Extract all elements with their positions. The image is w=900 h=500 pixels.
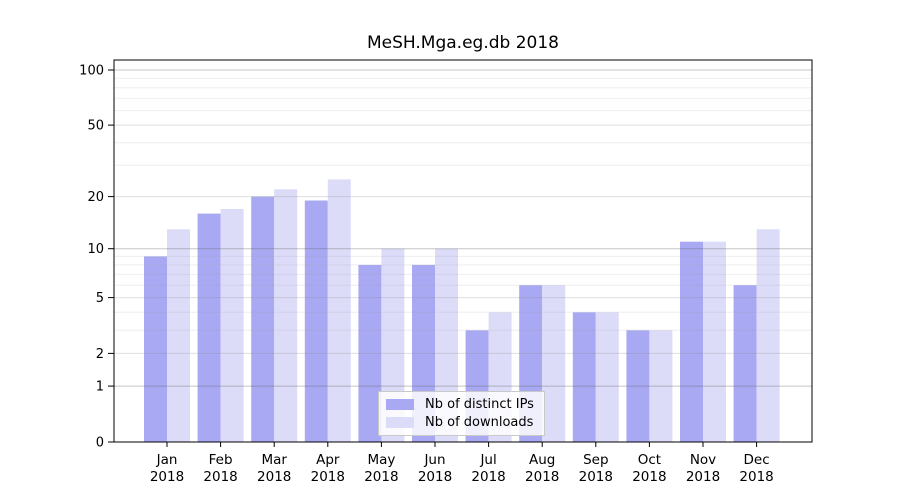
x-label-month-sep: Sep <box>583 452 608 468</box>
x-label-year-may: 2018 <box>364 469 398 485</box>
x-label-month-apr: Apr <box>316 452 340 468</box>
x-label-year-sep: 2018 <box>579 469 613 485</box>
x-label-year-jul: 2018 <box>471 469 505 485</box>
y-tick-label-50: 50 <box>87 119 104 134</box>
legend-swatch-downloads <box>386 417 414 428</box>
legend-item-distinct-ips: Nb of distinct IPs <box>386 396 544 414</box>
x-label-year-jun: 2018 <box>418 469 452 485</box>
bar-feb-downloads <box>220 209 244 442</box>
plot-frame <box>113 59 813 443</box>
chart-title: MeSH.Mga.eg.db 2018 <box>367 33 559 53</box>
bar-apr-distinct-ips <box>304 200 328 442</box>
x-label-year-mar: 2018 <box>257 469 291 485</box>
y-tick-label-5: 5 <box>96 291 104 306</box>
y-tick-label-0: 0 <box>96 436 104 451</box>
bar-feb-distinct-ips <box>197 213 221 442</box>
x-label-month-jan: Jan <box>156 452 178 468</box>
legend-label-downloads: Nb of downloads <box>425 415 534 430</box>
x-label-month-dec: Dec <box>744 452 770 468</box>
bar-may-distinct-ips <box>358 264 382 442</box>
y-tick-label-100: 100 <box>79 64 104 79</box>
bar-jan-distinct-ips <box>144 256 167 442</box>
y-tick-label-10: 10 <box>87 242 104 257</box>
bar-nov-distinct-ips <box>680 241 703 442</box>
bar-oct-distinct-ips <box>626 330 650 442</box>
x-label-month-feb: Feb <box>209 452 233 468</box>
legend-swatch-distinct-ips <box>386 399 414 410</box>
bar-sep-downloads <box>595 312 619 442</box>
bar-apr-downloads <box>327 179 351 442</box>
x-label-month-mar: Mar <box>261 452 287 468</box>
y-tick-label-20: 20 <box>87 190 104 205</box>
x-label-year-aug: 2018 <box>525 469 559 485</box>
legend-label-distinct-ips: Nb of distinct IPs <box>425 397 534 412</box>
x-label-year-apr: 2018 <box>311 469 345 485</box>
bar-jan-downloads <box>167 229 190 442</box>
y-tick-label-1: 1 <box>96 380 104 395</box>
x-label-month-nov: Nov <box>690 452 716 468</box>
x-label-month-oct: Oct <box>638 452 661 468</box>
x-label-year-oct: 2018 <box>632 469 666 485</box>
x-label-month-may: May <box>367 452 395 468</box>
bar-nov-downloads <box>703 241 726 442</box>
bar-sep-distinct-ips <box>572 312 596 442</box>
bar-oct-downloads <box>649 330 673 442</box>
bar-mar-downloads <box>274 189 298 442</box>
x-label-month-jun: Jun <box>423 452 445 468</box>
legend: Nb of distinct IPs Nb of downloads <box>378 391 545 436</box>
bar-dec-downloads <box>756 229 780 442</box>
x-label-year-dec: 2018 <box>739 469 773 485</box>
x-label-year-feb: 2018 <box>203 469 237 485</box>
bar-aug-downloads <box>542 285 566 442</box>
bar-mar-distinct-ips <box>251 196 275 442</box>
legend-item-downloads: Nb of downloads <box>386 414 544 432</box>
y-tick-label-2: 2 <box>96 347 104 362</box>
x-label-year-jan: 2018 <box>150 469 184 485</box>
bar-dec-distinct-ips <box>733 285 757 442</box>
x-label-month-aug: Aug <box>529 452 555 468</box>
x-label-year-nov: 2018 <box>686 469 720 485</box>
x-label-month-jul: Jul <box>479 452 496 468</box>
